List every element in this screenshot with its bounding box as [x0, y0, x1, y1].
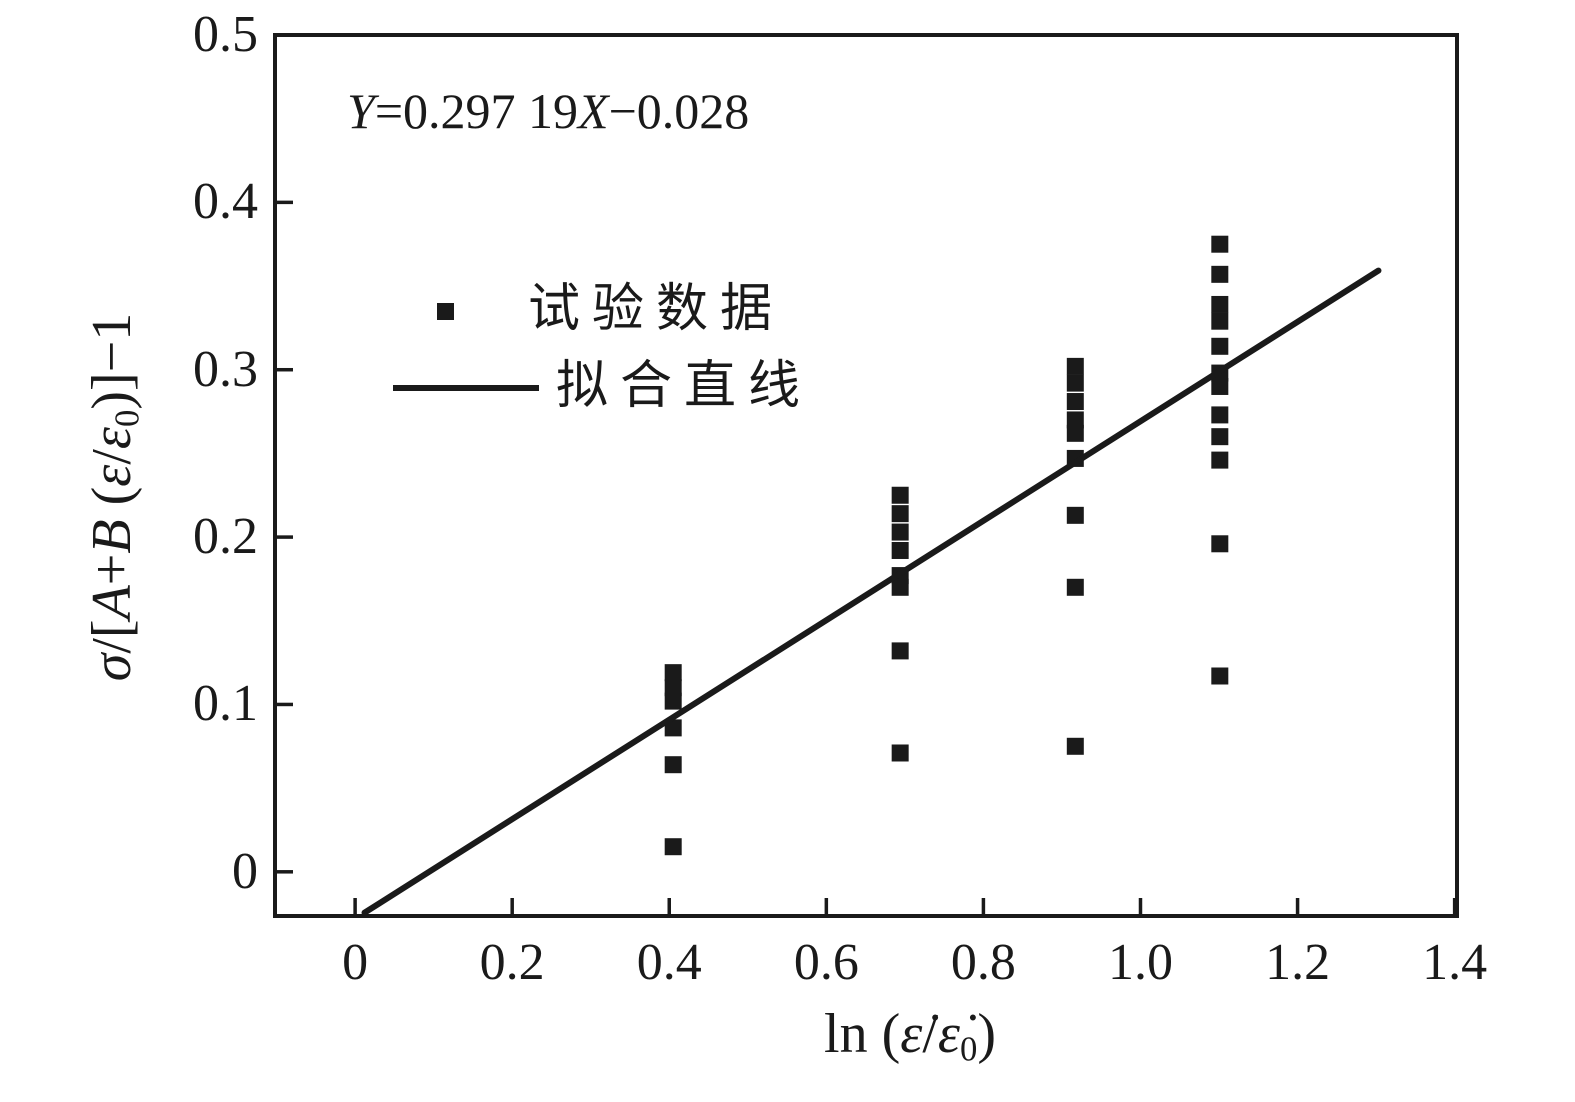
- label-segment: /: [922, 1003, 938, 1065]
- label-segment: ε: [81, 464, 143, 487]
- data-point: [1211, 406, 1229, 424]
- label-segment: ): [977, 1003, 996, 1065]
- data-point: [891, 505, 909, 523]
- plot-frame: [273, 33, 1459, 918]
- data-point: [1066, 578, 1084, 596]
- data-point: [1066, 424, 1084, 442]
- label-segment: =0.297 19: [374, 83, 579, 139]
- data-point: [1211, 265, 1229, 283]
- label-segment: 0: [959, 1029, 978, 1069]
- data-point: [891, 744, 909, 762]
- label-segment: ε̇: [900, 1003, 923, 1065]
- data-point: [664, 756, 682, 774]
- data-point: [1211, 428, 1229, 446]
- x-tick-label: 1.2: [1265, 934, 1331, 991]
- data-point: [1066, 411, 1084, 429]
- label-segment: 0: [107, 409, 147, 427]
- x-axis-title: ln (ε̇/ε̇0): [700, 1002, 1120, 1070]
- data-point: [664, 838, 682, 856]
- data-point: [1211, 312, 1229, 330]
- x-tick-label: 0: [342, 934, 369, 991]
- y-tick-label: 0: [232, 842, 258, 900]
- equation-annotation: Y=0.297 19X−0.028: [347, 82, 749, 140]
- data-point: [1211, 451, 1229, 469]
- data-point: [1211, 535, 1229, 553]
- data-point: [1211, 377, 1229, 395]
- data-point: [664, 692, 682, 710]
- x-tick-label: 0.8: [950, 934, 1016, 991]
- label-segment: X: [578, 83, 609, 139]
- y-tick-label: 0.4: [193, 173, 258, 231]
- data-point: [1211, 337, 1229, 355]
- data-point: [1066, 393, 1084, 411]
- y-tick-label: 0.2: [193, 508, 258, 566]
- y-tick-label: 0.5: [193, 6, 258, 63]
- data-point: [664, 664, 682, 682]
- legend-label-experimental-data: 试验数据: [528, 281, 785, 338]
- data-point: [1211, 235, 1229, 253]
- fit-line: [361, 267, 1382, 916]
- data-point: [1066, 357, 1084, 375]
- label-segment: ln (: [824, 1003, 901, 1065]
- data-point: [1066, 737, 1084, 755]
- data-point: [1066, 374, 1084, 392]
- label-segment: /: [81, 449, 143, 465]
- data-point: [1211, 667, 1229, 685]
- data-point: [1211, 295, 1229, 313]
- label-segment: ε̇: [937, 1003, 960, 1065]
- x-tick-label: 0.2: [479, 934, 545, 991]
- legend-square-marker: [437, 303, 454, 320]
- label-segment: /[: [81, 619, 143, 654]
- label-segment: Y: [347, 83, 375, 139]
- x-tick-label: 1.0: [1107, 934, 1173, 991]
- x-tick-label: 0.6: [793, 934, 859, 991]
- x-tick-label: 1.4: [1422, 934, 1488, 991]
- legend-label-fitted-line: 拟合直线: [556, 358, 813, 415]
- data-point: [664, 679, 682, 697]
- y-tick-label: 0.1: [193, 675, 258, 733]
- data-point: [664, 719, 682, 737]
- legend-line-marker: [393, 385, 539, 391]
- data-point: [891, 486, 909, 504]
- data-point: [891, 541, 909, 559]
- label-segment: ε: [81, 427, 143, 450]
- x-tick-label: 0.4: [636, 934, 702, 991]
- data-point: [891, 578, 909, 596]
- data-point: [891, 642, 909, 660]
- data-point: [1066, 506, 1084, 524]
- data-point: [891, 523, 909, 541]
- label-segment: A: [81, 585, 143, 620]
- label-segment: −0.028: [608, 83, 750, 139]
- y-tick-label: 0.3: [193, 340, 258, 398]
